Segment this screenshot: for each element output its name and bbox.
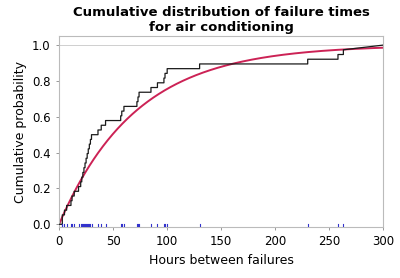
Y-axis label: Cumulative probability: Cumulative probability — [14, 61, 26, 203]
X-axis label: Hours between failures: Hours between failures — [149, 254, 294, 267]
Title: Cumulative distribution of failure times
for air conditioning: Cumulative distribution of failure times… — [73, 6, 370, 34]
